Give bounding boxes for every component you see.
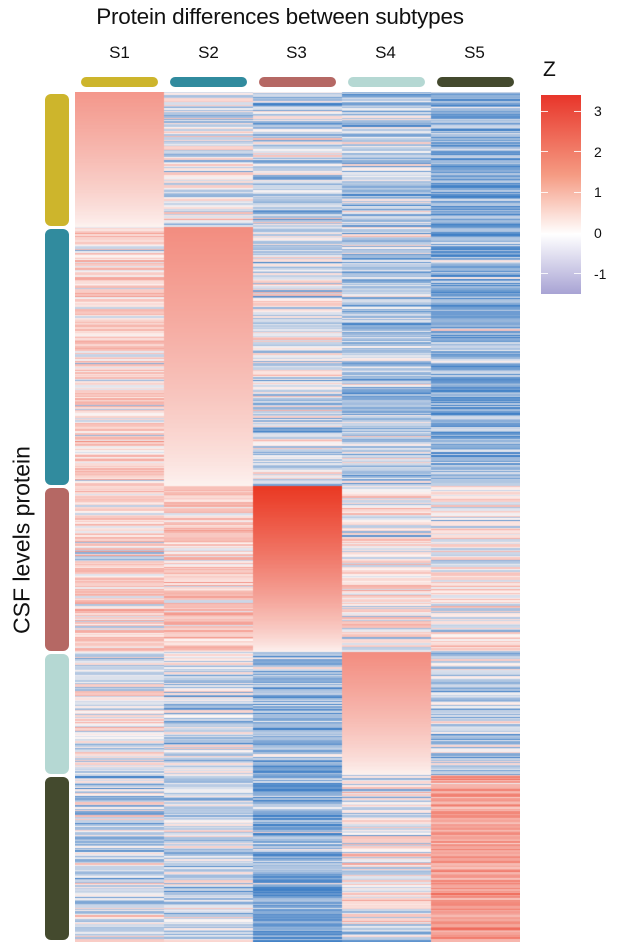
legend-tick-label: 0 — [594, 225, 602, 242]
column-annotation-s5 — [437, 77, 514, 87]
chart-title: Protein differences between subtypes — [96, 4, 464, 29]
row-annotation-3 — [45, 487, 69, 651]
legend-tick-label: 3 — [594, 103, 602, 120]
legend-tick-mark — [541, 273, 548, 275]
legend-tick-mark — [541, 110, 548, 112]
row-annotation-2 — [45, 228, 69, 485]
column-label-s1: S1 — [109, 43, 130, 62]
legend-tick-mark — [541, 191, 548, 193]
column-annotation-s1 — [81, 77, 158, 87]
legend-tick-mark — [574, 232, 581, 234]
column-label-s3: S3 — [286, 43, 307, 62]
legend-tick-label: 2 — [594, 143, 602, 160]
legend-tick-label: 1 — [594, 184, 602, 201]
legend-tick-mark — [574, 273, 581, 275]
column-annotation-s2 — [170, 77, 247, 87]
legend-title: Z — [543, 58, 556, 81]
column-label-s5: S5 — [464, 43, 485, 62]
legend-tick-mark — [574, 191, 581, 193]
legend-colorbar — [541, 95, 581, 294]
row-annotation-1 — [45, 93, 69, 226]
y-axis-label: CSF levels protein — [8, 446, 35, 634]
legend-tick-mark — [574, 151, 581, 153]
legend-tick-label: -1 — [594, 265, 607, 282]
heatmap-cells — [75, 92, 520, 942]
column-label-s4: S4 — [375, 43, 396, 62]
column-label-s2: S2 — [198, 43, 219, 62]
legend-tick-mark — [541, 232, 548, 234]
legend-tick-mark — [574, 110, 581, 112]
column-annotation-s3 — [259, 77, 336, 87]
row-annotation-5 — [45, 776, 69, 941]
legend-tick-mark — [541, 151, 548, 153]
column-annotation-s4 — [348, 77, 425, 87]
row-annotation-4 — [45, 653, 69, 774]
